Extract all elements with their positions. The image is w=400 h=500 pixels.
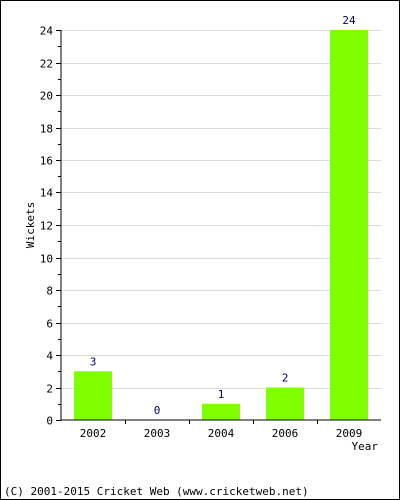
x-tick-label: 2004: [208, 427, 235, 440]
x-tick-label: 2003: [144, 427, 171, 440]
y-tick-label: 24: [40, 25, 54, 38]
data-label-2006: 2: [282, 372, 289, 385]
y-tick-label: 14: [40, 187, 54, 200]
data-labels: 3 0 1 2 24: [90, 14, 356, 417]
grid-lines: [61, 30, 381, 389]
y-tick-label: 2: [46, 383, 53, 396]
x-tick-label: 2009: [336, 427, 363, 440]
bar-2006: [266, 387, 304, 420]
bar-2009: [330, 30, 368, 420]
x-axis-title: Year: [352, 440, 379, 453]
data-label-2003: 0: [154, 404, 161, 417]
data-label-2004: 1: [218, 388, 225, 401]
y-tick-label: 22: [40, 58, 53, 71]
y-tick-label: 18: [40, 123, 53, 136]
y-tick-label: 6: [46, 318, 53, 331]
y-tick-label: 8: [46, 285, 53, 298]
bars: [74, 30, 368, 420]
x-tick-label: 2006: [272, 427, 299, 440]
x-tick-label: 2002: [80, 427, 107, 440]
y-tick-label: 20: [40, 90, 53, 103]
footer-copyright: (C) 2001-2015 Cricket Web (www.cricketwe…: [4, 485, 309, 498]
y-tick-label: 12: [40, 220, 53, 233]
data-label-2002: 3: [90, 355, 97, 368]
data-label-2009: 24: [342, 14, 356, 27]
bar-2002: [74, 371, 112, 420]
y-tick-label: 10: [40, 253, 53, 266]
y-tick-label: 4: [46, 350, 53, 363]
y-tick-label: 0: [46, 415, 53, 428]
y-tick-label: 16: [40, 155, 53, 168]
y-axis-title: Wickets: [24, 202, 37, 248]
bar-2004: [202, 403, 240, 420]
